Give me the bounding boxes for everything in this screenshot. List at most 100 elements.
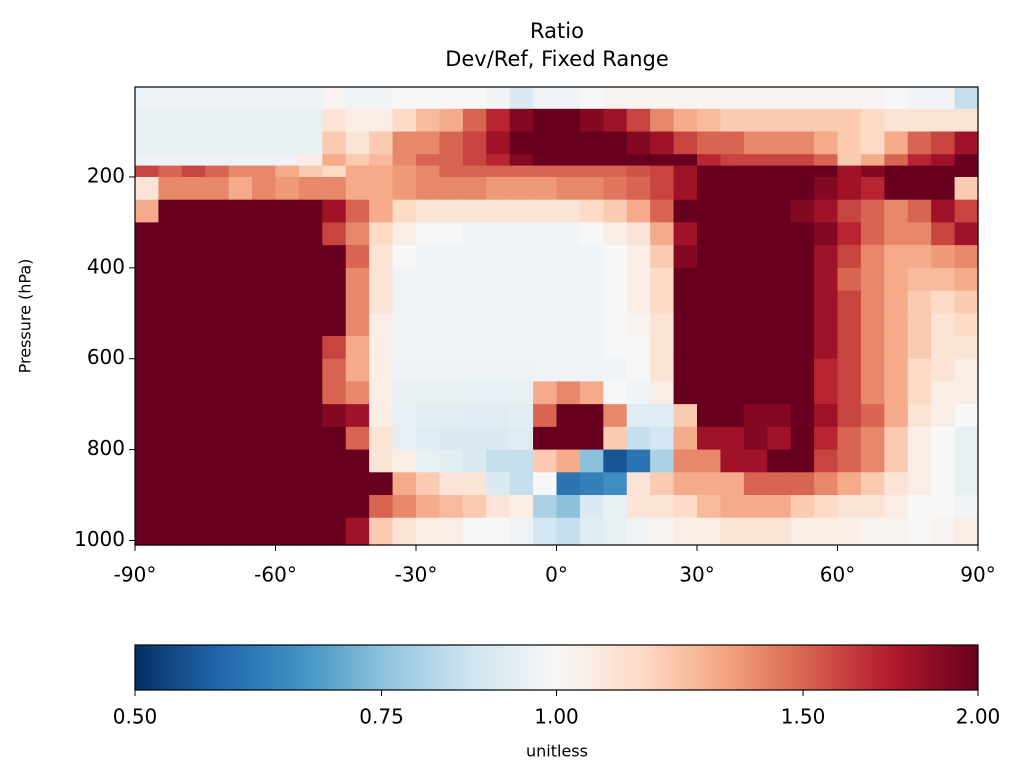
- heatmap-cell: [603, 199, 628, 224]
- heatmap-cell: [673, 381, 698, 405]
- heatmap-cell: [416, 199, 441, 224]
- heatmap-cell: [135, 381, 160, 405]
- heatmap-cell: [767, 154, 792, 167]
- heatmap-cell: [884, 313, 909, 337]
- heatmap-cell: [603, 404, 628, 428]
- heatmap-cell: [158, 472, 183, 496]
- heatmap-cell: [462, 245, 487, 269]
- heatmap-cell: [579, 449, 604, 473]
- heatmap-cell: [392, 313, 417, 337]
- heatmap-cell: [673, 267, 698, 292]
- heatmap-cell: [579, 335, 604, 360]
- heatmap-cell: [369, 358, 394, 383]
- heatmap-cell: [252, 335, 277, 360]
- heatmap-cell: [673, 199, 698, 224]
- heatmap-cell: [345, 245, 370, 269]
- heatmap-cell: [790, 222, 815, 246]
- heatmap-cell: [158, 495, 183, 519]
- heatmap-cell: [509, 495, 534, 519]
- heatmap-cell: [954, 335, 979, 360]
- heatmap-cell: [486, 472, 511, 496]
- heatmap-cell: [907, 165, 932, 178]
- heatmap-cell: [860, 381, 885, 405]
- heatmap-cell: [743, 154, 768, 167]
- heatmap-cell: [814, 495, 839, 519]
- heatmap-cell: [814, 131, 839, 155]
- heatmap-cell: [533, 495, 558, 519]
- heatmap-cell: [884, 290, 909, 314]
- heatmap-cell: [345, 404, 370, 428]
- heatmap-cell: [392, 108, 417, 133]
- heatmap-cell: [462, 87, 487, 110]
- heatmap-cell: [860, 131, 885, 155]
- heatmap-cell: [322, 404, 347, 428]
- heatmap-cell: [697, 222, 722, 246]
- heatmap-cell: [275, 313, 300, 337]
- heatmap-cell: [345, 165, 370, 178]
- heatmap-cell: [743, 426, 768, 451]
- heatmap-cell: [860, 313, 885, 337]
- heatmap-cell: [814, 108, 839, 133]
- heatmap-cell: [767, 472, 792, 496]
- heatmap-cell: [416, 472, 441, 496]
- heatmap-cell: [158, 426, 183, 451]
- heatmap-cell: [369, 426, 394, 451]
- heatmap-cell: [673, 176, 698, 201]
- heatmap-cell: [298, 222, 323, 246]
- heatmap-cell: [462, 517, 487, 546]
- heatmap-cell: [369, 404, 394, 428]
- heatmap-cell: [790, 335, 815, 360]
- heatmap-cell: [158, 267, 183, 292]
- heatmap-cell: [416, 222, 441, 246]
- heatmap-cell: [556, 517, 581, 546]
- heatmap-cell: [743, 267, 768, 292]
- heatmap-cell: [486, 449, 511, 473]
- heatmap-cell: [626, 131, 651, 155]
- heatmap-cell: [790, 245, 815, 269]
- heatmap-cell: [181, 290, 206, 314]
- heatmap-cell: [697, 199, 722, 224]
- heatmap-cell: [416, 358, 441, 383]
- heatmap-cell: [439, 267, 464, 292]
- heatmap-cell: [767, 358, 792, 383]
- heatmap-cell: [837, 290, 862, 314]
- heatmap-cell: [579, 426, 604, 451]
- heatmap-cell: [416, 335, 441, 360]
- heatmap-cell: [181, 517, 206, 546]
- heatmap-cell: [416, 108, 441, 133]
- heatmap-cell: [392, 131, 417, 155]
- heatmap-cell: [814, 449, 839, 473]
- heatmap-cell: [650, 381, 675, 405]
- chart-subtitle: Dev/Ref, Fixed Range: [445, 47, 669, 71]
- heatmap-cell: [509, 222, 534, 246]
- heatmap-cell: [252, 426, 277, 451]
- heatmap-cell: [697, 108, 722, 133]
- heatmap-cell: [369, 290, 394, 314]
- heatmap-cell: [673, 245, 698, 269]
- heatmap-cell: [135, 426, 160, 451]
- heatmap-cell: [158, 108, 183, 133]
- heatmap-cell: [228, 176, 253, 201]
- y-axis-label: Pressure (hPa): [16, 259, 35, 374]
- heatmap-cell: [509, 108, 534, 133]
- heatmap-cell: [884, 222, 909, 246]
- heatmap-cell: [931, 335, 956, 360]
- heatmap-cell: [931, 245, 956, 269]
- heatmap-cell: [275, 290, 300, 314]
- heatmap-cell: [814, 472, 839, 496]
- heatmap-cell: [509, 165, 534, 178]
- heatmap-cell: [579, 358, 604, 383]
- heatmap-cell: [252, 245, 277, 269]
- heatmap-cell: [416, 426, 441, 451]
- heatmap-cell: [673, 165, 698, 178]
- heatmap-cell: [275, 404, 300, 428]
- heatmap-cell: [954, 222, 979, 246]
- heatmap-cell: [392, 381, 417, 405]
- heatmap-cell: [158, 176, 183, 201]
- heatmap-cell: [158, 165, 183, 178]
- heatmap-cell: [626, 381, 651, 405]
- heatmap-cell: [345, 335, 370, 360]
- heatmap-cell: [509, 199, 534, 224]
- heatmap-cell: [486, 222, 511, 246]
- heatmap-cell: [345, 290, 370, 314]
